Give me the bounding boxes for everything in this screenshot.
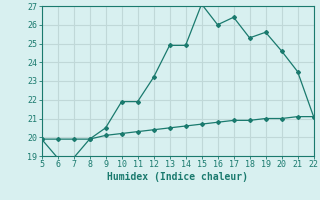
X-axis label: Humidex (Indice chaleur): Humidex (Indice chaleur) [107,172,248,182]
